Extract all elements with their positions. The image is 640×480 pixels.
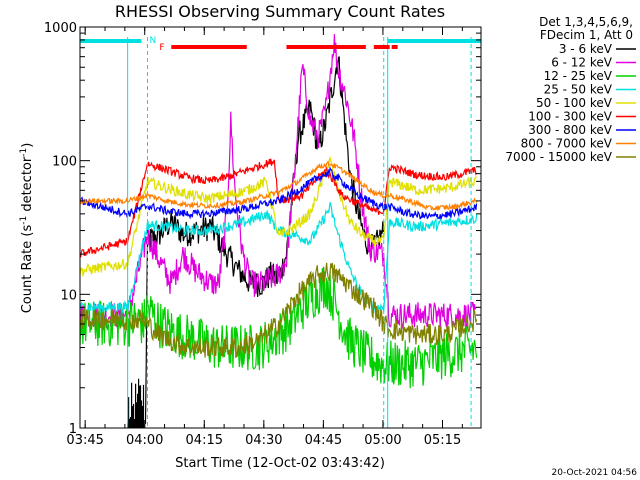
series-line-2 <box>80 34 477 330</box>
axes-layer: 03:45 04:00 04:15 04:30 04:45 05:00 05:15 1 10 10… <box>44 21 481 448</box>
series-line-6 <box>80 158 478 258</box>
y-axis-label-sup2: -1 <box>19 148 29 157</box>
x-tick-label-5: 04:45 <box>305 433 342 448</box>
flare-flag-label: F <box>159 43 164 53</box>
flare-flag-bar-2 <box>286 45 366 49</box>
legend-label-7: 300 - 800 keV <box>528 123 612 137</box>
series-line-1 <box>144 56 385 424</box>
x-tick-label-4: 04:30 <box>245 433 282 448</box>
y-axis-label-sup: -1 <box>19 216 29 225</box>
chart-title: RHESSI Observing Summary Count Rates <box>115 2 445 21</box>
x-tick-label-3: 04:15 <box>186 433 223 448</box>
series-extra-1 <box>127 378 145 428</box>
flare-flag-bar-1 <box>171 45 247 49</box>
series-line-5 <box>80 156 477 278</box>
x-tick-label-1: 03:45 <box>66 433 103 448</box>
marks-layer: NF <box>80 36 481 428</box>
y-axis-label-tail: detector <box>20 156 35 216</box>
legend-header-line-1: Det 1,3,4,5,6,9, <box>539 15 633 29</box>
x-axis-label: Start Time (12-Oct-02 03:43:42) <box>175 456 385 471</box>
legend-label-3: 12 - 25 keV <box>544 69 613 83</box>
y-tick-label-2: 10 <box>60 288 77 303</box>
flare-flag-bar-4 <box>391 45 398 49</box>
legend-label-5: 50 - 100 keV <box>536 96 613 110</box>
x-tick-label-6: 05:00 <box>364 433 401 448</box>
x-tick-label-2: 04:00 <box>126 433 163 448</box>
night-flag-bar-1 <box>80 39 142 43</box>
legend: Det 1,3,4,5,6,9, FDecim 1, Att 0 3 - 6 k… <box>505 15 636 164</box>
y-tick-label-3: 100 <box>52 155 77 170</box>
flare-flag-bar-3 <box>373 45 390 49</box>
legend-header-line-2: FDecim 1, Att 0 <box>540 28 633 42</box>
legend-label-8: 800 - 7000 keV <box>521 137 613 151</box>
legend-label-4: 25 - 50 keV <box>544 83 613 97</box>
legend-label-1: 3 - 6 keV <box>559 42 613 56</box>
legend-label-6: 100 - 300 keV <box>528 110 612 124</box>
y-axis-label: Count Rate (s-1 detector-1) <box>19 143 35 314</box>
y-axis-label-end: ) <box>20 143 35 148</box>
legend-label-2: 6 - 12 keV <box>551 56 613 70</box>
timestamp: 20-Oct-2021 04:56 <box>552 468 638 478</box>
series-line-9 <box>80 262 478 358</box>
legend-label-9: 7000 - 15000 keV <box>505 150 612 164</box>
series-line-8 <box>80 160 478 211</box>
y-tick-label-4: 1000 <box>44 21 77 36</box>
night-flag-label: N <box>149 36 156 46</box>
x-tick-label-7: 05:15 <box>424 433 461 448</box>
night-flag-bar-2 <box>387 39 481 43</box>
series-line-7 <box>80 166 478 220</box>
y-tick-label-1: 1 <box>69 422 77 437</box>
plot-frame <box>79 26 482 429</box>
y-axis-label-main: Count Rate (s <box>20 225 35 314</box>
series-layer <box>80 34 478 428</box>
